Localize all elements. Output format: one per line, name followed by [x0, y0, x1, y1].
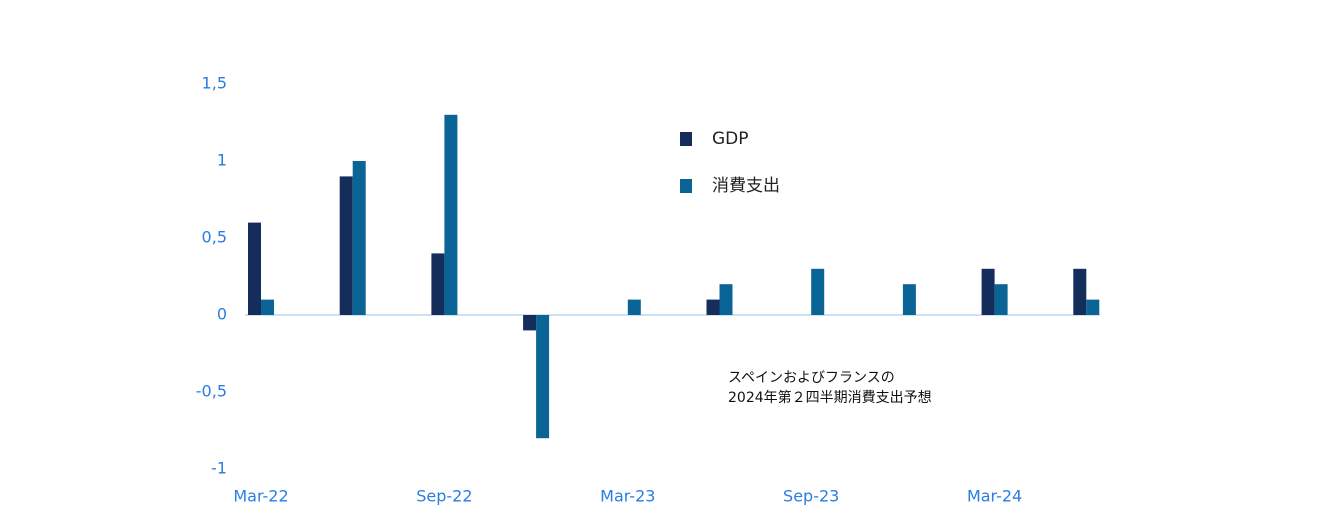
- bar: [902, 284, 916, 315]
- legend-swatch: [680, 179, 692, 193]
- bar: [523, 315, 537, 331]
- y-tick-label: 1: [217, 151, 227, 170]
- y-tick-label: 0,5: [202, 228, 227, 247]
- annotation: 2024年第２四半期消費支出予想: [728, 389, 932, 406]
- bar: [981, 268, 995, 315]
- legend-label: GDP: [712, 129, 749, 149]
- annotation: スペインおよびフランスの: [728, 370, 895, 386]
- bar: [627, 299, 641, 315]
- legend-swatch: [680, 132, 692, 146]
- x-tick-label: Mar-22: [233, 487, 288, 506]
- x-tick-label: Mar-23: [600, 487, 655, 506]
- y-tick-label: 1,5: [202, 74, 227, 93]
- bar: [1086, 299, 1100, 315]
- bar: [811, 268, 825, 315]
- y-tick-label: -0,5: [196, 382, 227, 401]
- bar: [1073, 268, 1087, 315]
- bar: [706, 299, 720, 315]
- bar: [431, 253, 445, 315]
- bar: [994, 284, 1008, 315]
- x-tick-label: Sep-22: [416, 487, 472, 506]
- legend-label: 消費支出: [712, 176, 780, 196]
- bar: [719, 284, 733, 315]
- y-tick-label: 0: [217, 305, 227, 324]
- y-tick-label: -1: [211, 459, 227, 478]
- x-tick-label: Mar-24: [967, 487, 1022, 506]
- bar: [536, 315, 550, 439]
- bar: [352, 161, 366, 315]
- bar: [339, 176, 353, 315]
- bar: [261, 299, 274, 315]
- bar: [248, 222, 261, 315]
- bar: [444, 114, 458, 315]
- x-tick-label: Sep-23: [783, 487, 839, 506]
